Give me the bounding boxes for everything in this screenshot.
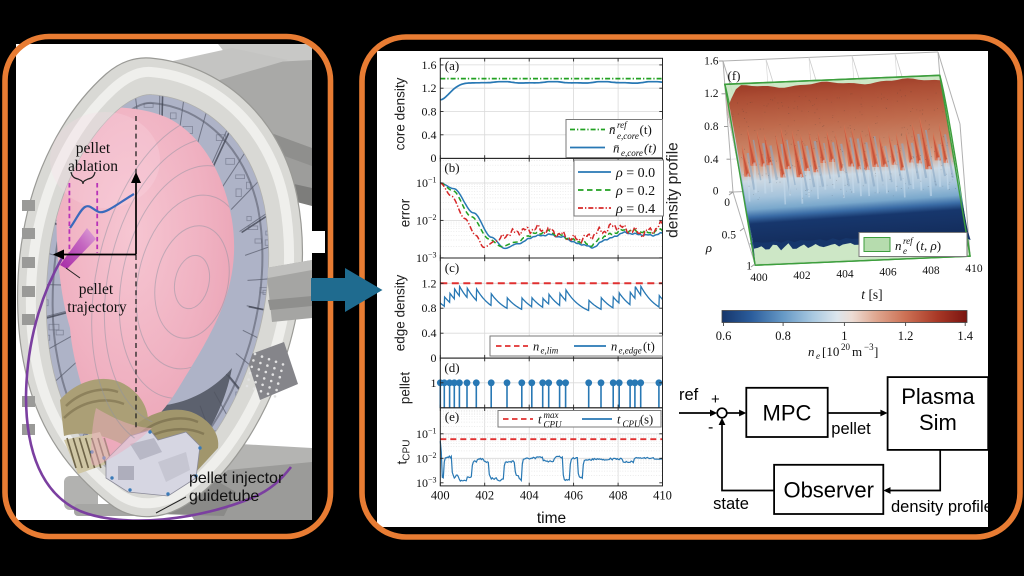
svg-text:n: n [611,340,617,354]
svg-text:e,lim: e,lim [541,346,559,356]
svg-text:−3: −3 [864,342,874,352]
svg-text:t: t [617,413,621,427]
svg-text:1.6: 1.6 [704,56,719,68]
svg-text:ablation: ablation [68,158,118,175]
svg-text:ρ = 0.0: ρ = 0.0 [615,166,655,181]
svg-text:CPU: CPU [623,419,642,429]
svg-text:m: m [852,344,862,359]
svg-text:CPU: CPU [544,420,563,430]
svg-text:n̄: n̄ [613,141,620,156]
svg-text:408: 408 [922,265,940,277]
svg-text:(d): (d) [444,360,459,375]
svg-text:(c): (c) [445,260,459,275]
svg-text:406: 406 [564,489,583,503]
svg-text:ref: ref [903,236,914,246]
svg-text:0.8: 0.8 [422,301,437,315]
svg-text:1.2: 1.2 [422,81,437,95]
svg-text:1.2: 1.2 [898,329,914,343]
svg-text:1.2: 1.2 [422,276,437,290]
svg-text:1: 1 [431,376,437,390]
svg-text:-: - [708,419,713,436]
svg-text:(t): (t) [644,141,656,156]
svg-text:0.8: 0.8 [704,121,719,133]
svg-text:e,core: e,core [617,131,639,141]
svg-text:ref: ref [617,120,628,130]
svg-text:]: ] [874,344,878,359]
svg-text:(a): (a) [445,58,459,73]
svg-text:(t): (t) [640,122,652,137]
svg-text:404: 404 [836,268,854,280]
svg-text:1: 1 [841,329,847,343]
svg-text:1: 1 [746,261,752,273]
svg-text:pellet: pellet [398,372,413,405]
svg-text:0: 0 [724,197,730,209]
svg-text:t [s]: t [s] [861,287,882,302]
svg-text:20: 20 [841,342,851,352]
svg-text:ρ = 0.2: ρ = 0.2 [615,184,655,199]
svg-text:0.4: 0.4 [422,326,437,340]
svg-text:ρ: ρ [705,240,712,255]
svg-text:+: + [711,391,720,408]
svg-text:pellet: pellet [831,420,871,438]
svg-text:404: 404 [520,489,540,503]
svg-text:ref: ref [679,386,699,404]
svg-text:Sim: Sim [919,410,957,435]
svg-text:1.2: 1.2 [704,88,719,100]
svg-text:state: state [713,495,749,513]
svg-text:pellet injector: pellet injector [189,470,284,487]
svg-text:n: n [533,340,539,354]
svg-text:t: t [538,413,542,427]
svg-text:n: n [808,344,815,359]
svg-text:(t): (t) [643,340,655,354]
svg-text:Observer: Observer [783,478,873,503]
svg-text:0: 0 [431,351,437,365]
svg-text:e,edge: e,edge [619,346,642,356]
svg-text:406: 406 [879,267,897,279]
svg-text:400: 400 [431,489,450,503]
svg-text:(t, ρ): (t, ρ) [916,238,941,253]
svg-text:0.6: 0.6 [716,329,732,343]
svg-text:e: e [816,351,820,361]
svg-text:density profile: density profile [891,498,993,516]
svg-text:0.4: 0.4 [422,128,437,142]
svg-text:(s): (s) [640,413,653,427]
svg-text:time: time [537,510,566,527]
svg-text:410: 410 [653,489,672,503]
svg-text:1.6: 1.6 [422,58,437,72]
svg-text:0.8: 0.8 [775,329,791,343]
svg-text:e: e [903,246,907,256]
svg-text:ρ = 0.4: ρ = 0.4 [615,202,655,217]
svg-text:density profile: density profile [665,142,682,238]
svg-text:[10: [10 [822,344,839,359]
svg-text:e,core: e,core [621,148,643,158]
svg-text:Plasma: Plasma [901,384,975,409]
svg-text:edge density: edge density [393,274,408,351]
svg-text:400: 400 [750,272,768,284]
svg-text:core density: core density [393,77,408,150]
svg-text:0: 0 [713,186,719,198]
svg-text:402: 402 [793,270,811,282]
svg-text:(b): (b) [444,160,459,175]
svg-text:error: error [398,198,413,227]
svg-text:0.4: 0.4 [704,154,719,166]
svg-text:guidetube: guidetube [189,488,259,505]
svg-text:MPC: MPC [763,401,812,426]
svg-text:pellet: pellet [79,281,114,298]
svg-text:pellet: pellet [76,140,111,157]
svg-text:410: 410 [965,263,983,275]
svg-text:1.4: 1.4 [957,329,973,343]
svg-text:(e): (e) [445,409,459,424]
svg-text:408: 408 [609,489,628,503]
svg-text:402: 402 [475,489,494,503]
svg-text:(f): (f) [728,68,741,83]
svg-text:n: n [895,238,902,253]
svg-text:n̄: n̄ [609,122,616,137]
svg-text:0.5: 0.5 [722,230,737,242]
svg-text:0.8: 0.8 [422,105,437,119]
svg-text:max: max [544,410,559,420]
svg-text:0: 0 [431,151,437,165]
svg-text:trajectory: trajectory [67,299,127,316]
